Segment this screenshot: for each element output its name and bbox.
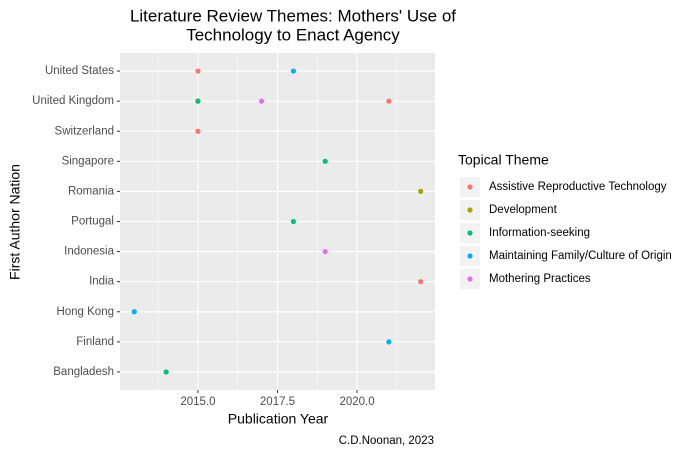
point xyxy=(163,369,169,375)
y-tick-label: Romania xyxy=(68,185,115,197)
x-tick-label: 2020.0 xyxy=(339,396,374,408)
legend-label: Development xyxy=(489,204,558,216)
chart-title: Literature Review Themes: Mothers' Use o… xyxy=(130,6,456,25)
y-tick-label: United Kingdom xyxy=(32,95,114,107)
legend-label: Mothering Practices xyxy=(489,273,591,285)
legend-label: Maintaining Family/Culture of Origin xyxy=(489,250,672,262)
y-tick-label: Finland xyxy=(76,336,114,348)
point xyxy=(258,98,265,104)
y-tick-label: United States xyxy=(45,65,114,77)
point xyxy=(322,248,328,255)
point xyxy=(418,188,424,195)
point xyxy=(386,98,392,104)
legend-marker xyxy=(467,207,473,213)
legend-marker xyxy=(467,276,473,282)
point xyxy=(386,339,392,345)
point xyxy=(290,68,297,74)
point xyxy=(131,309,137,315)
legend-marker xyxy=(467,253,473,259)
chart-title: Technology to Enact Agency xyxy=(186,25,400,44)
y-tick-label: Singapore xyxy=(62,155,114,167)
legend-title: Topical Theme xyxy=(458,152,549,168)
point xyxy=(322,158,328,164)
y-tick-label: Indonesia xyxy=(64,246,114,258)
point xyxy=(195,98,201,104)
x-axis-title: Publication Year xyxy=(228,411,329,427)
point xyxy=(418,279,424,285)
legend-label: Assistive Reproductive Technology xyxy=(489,181,667,193)
legend-marker xyxy=(467,184,473,190)
caption: C.D.Noonan, 2023 xyxy=(339,435,434,447)
y-tick-label: Switzerland xyxy=(55,125,114,137)
x-tick-label: 2017.5 xyxy=(260,396,295,408)
y-tick-label: Bangladesh xyxy=(53,366,114,378)
y-tick-label: India xyxy=(89,276,115,288)
legend-marker xyxy=(467,230,473,236)
legend-label: Information-seeking xyxy=(489,227,590,239)
point xyxy=(290,218,297,225)
y-tick-label: Portugal xyxy=(71,216,114,228)
y-tick-label: Hong Kong xyxy=(56,306,114,318)
point xyxy=(195,128,201,134)
point xyxy=(195,68,201,74)
y-axis-title: First Author Nation xyxy=(7,164,23,280)
x-tick-label: 2015.0 xyxy=(180,396,215,408)
